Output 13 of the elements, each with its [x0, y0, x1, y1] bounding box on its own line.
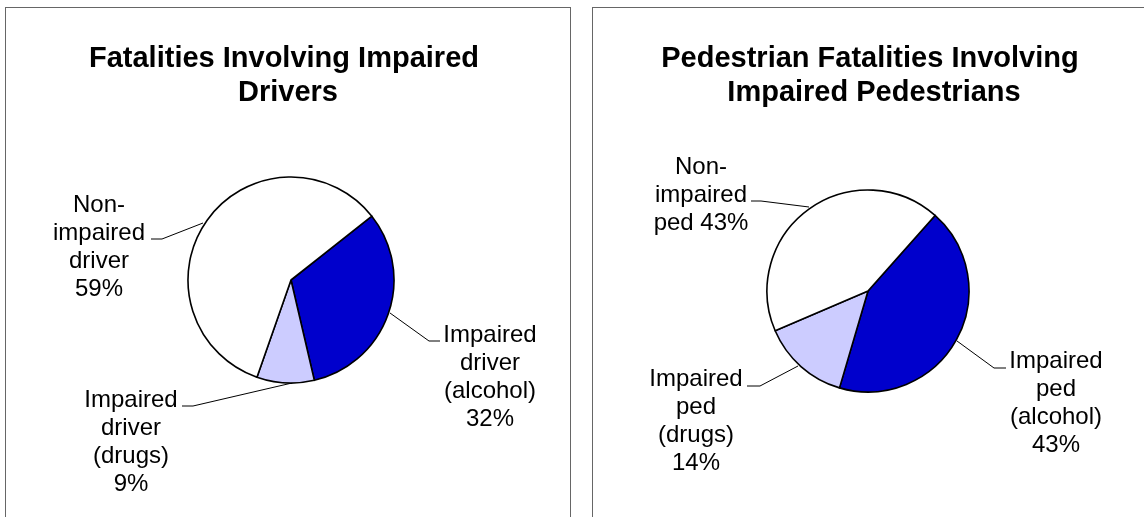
data-label: 9% — [113, 468, 149, 496]
slice-label: Impaired ped (alcohol) — [1009, 345, 1103, 429]
chart-title: Pedestrian Fatalities Involving Impaired Pedestrians — [661, 41, 1087, 107]
slice-label: Impaired driver (alcohol) — [443, 319, 537, 403]
data-label: 43% — [1031, 429, 1081, 457]
slice-label: Impaired ped (drugs) — [649, 363, 743, 447]
data-label: 14% — [671, 447, 721, 475]
slice-label: Non-impaired ped 43% — [653, 151, 749, 235]
slice-label: Non-impaired driver — [52, 189, 146, 273]
data-label: 32% — [465, 403, 515, 431]
data-label: 59% — [74, 273, 124, 301]
slice-label: Impaired driver (drugs) — [84, 384, 178, 468]
chart-title: Fatalities Involving Impaired Drivers — [88, 41, 488, 107]
